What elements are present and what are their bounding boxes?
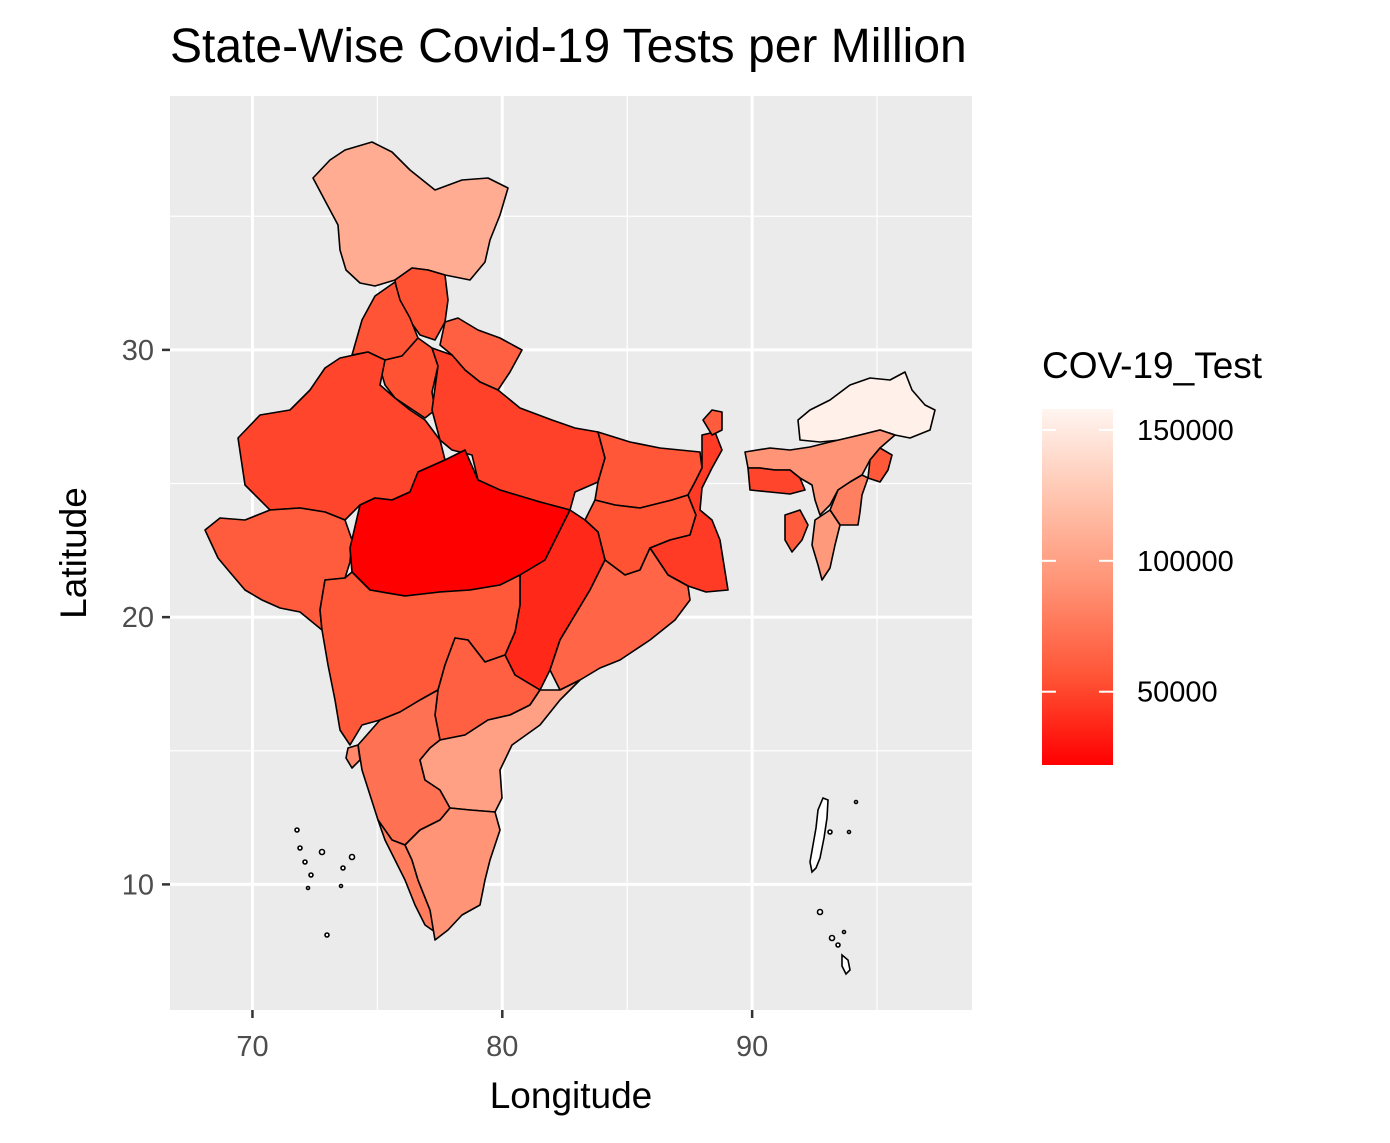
- legend: COV-19_Test 150000 100000 50000: [1042, 345, 1263, 765]
- region-tamil-nadu: [404, 807, 501, 941]
- legend-colorbar: [1042, 409, 1113, 765]
- region-goa: [345, 744, 361, 769]
- region-uttarakhand: [439, 317, 523, 391]
- x-tick-label: 80: [486, 1031, 518, 1063]
- y-tick-label: 10: [122, 869, 154, 901]
- region-tripura: [784, 509, 809, 553]
- map-regions: [204, 141, 936, 941]
- region-uttar-pradesh: [431, 347, 606, 511]
- legend-break-label: 150000: [1137, 415, 1234, 447]
- region-west-bengal: [649, 431, 729, 593]
- region-meghalaya: [747, 467, 806, 495]
- x-axis-title: Longitude: [490, 1075, 653, 1116]
- lakshadweep-islands: [294, 827, 356, 938]
- region-mizoram: [811, 509, 841, 581]
- region-sikkim: [702, 409, 723, 436]
- legend-break-label: 100000: [1137, 546, 1234, 578]
- x-tick-label: 90: [736, 1031, 768, 1063]
- region-andhra-pradesh: [419, 679, 581, 813]
- x-axis: 70 80 90: [236, 1010, 768, 1063]
- legend-breaks: 150000 100000 50000: [1042, 415, 1234, 709]
- region-odisha: [549, 547, 691, 691]
- y-axis: 10 20 30: [122, 335, 170, 901]
- y-tick-label: 30: [122, 335, 154, 367]
- legend-break-label: 50000: [1137, 677, 1218, 709]
- legend-title: COV-19_Test: [1042, 345, 1263, 386]
- region-jammu-and-kashmir: [312, 141, 509, 287]
- chart-title: State-Wise Covid-19 Tests per Million: [170, 20, 967, 73]
- andaman-nicobar-islands: [809, 796, 859, 976]
- y-axis-title: Latitude: [53, 487, 94, 619]
- island-groups: [294, 796, 859, 976]
- x-tick-label: 70: [236, 1031, 268, 1063]
- y-tick-label: 20: [122, 602, 154, 634]
